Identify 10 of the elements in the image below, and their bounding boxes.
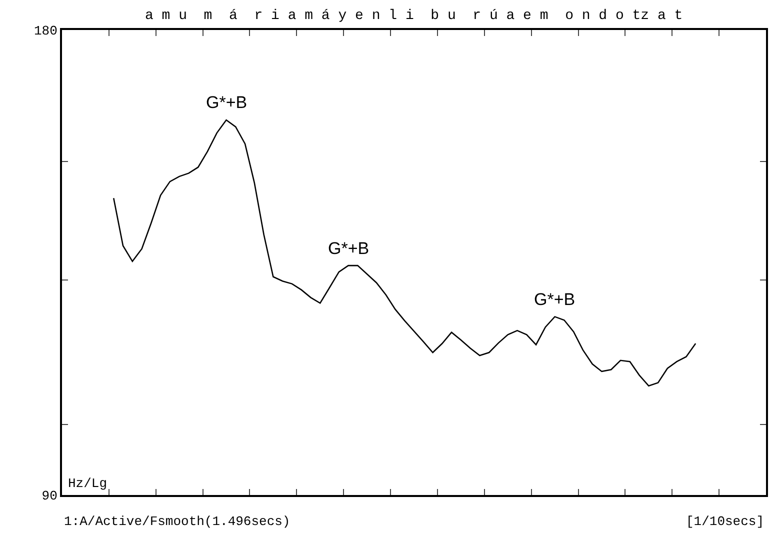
text: [1/10secs] bbox=[686, 514, 764, 529]
text: 1:A/Active/Fsmooth(1.496secs) bbox=[64, 514, 290, 529]
annotation: G*+B bbox=[328, 239, 370, 258]
annotation: G*+B bbox=[206, 93, 248, 112]
line-series bbox=[112, 119, 696, 387]
y-tick-label: 90 bbox=[42, 488, 58, 504]
y-axis-title: Hz/Lg bbox=[68, 476, 108, 491]
y-tick-label: 180 bbox=[34, 24, 58, 39]
annotation: G*+B bbox=[534, 290, 576, 309]
text: a m u m á r i a m á y e n l i b u r ú a e m o n d o tz a t bbox=[145, 8, 683, 24]
